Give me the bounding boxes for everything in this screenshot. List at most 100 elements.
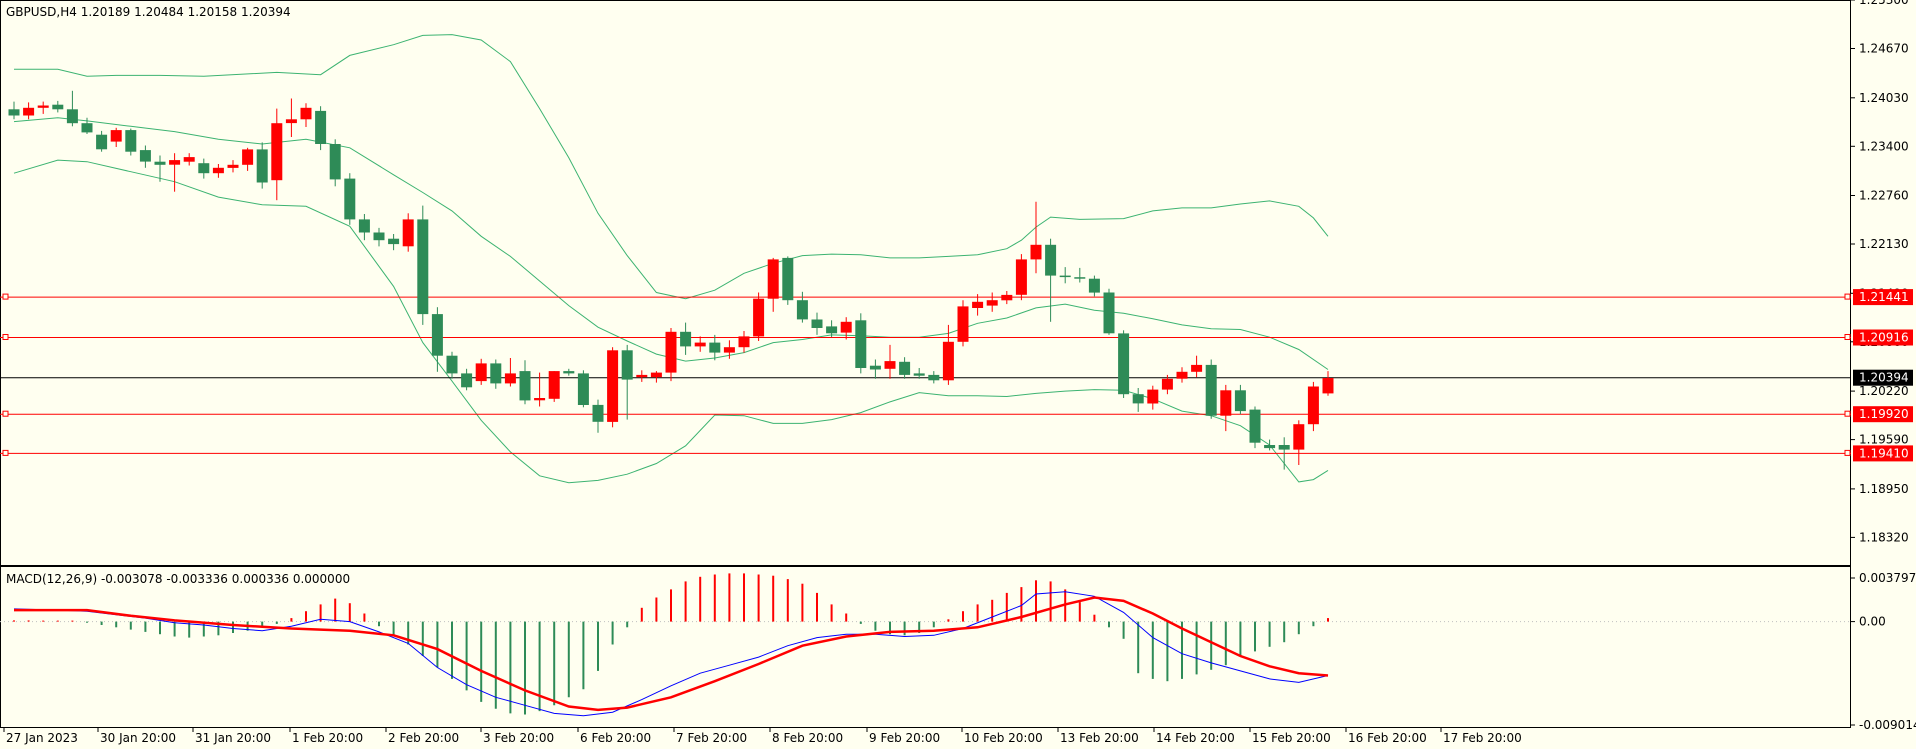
candle-bearish[interactable]: [373, 232, 385, 241]
candle-bullish[interactable]: [738, 336, 750, 348]
candle-bearish[interactable]: [577, 373, 589, 405]
candle-bearish[interactable]: [1205, 364, 1217, 416]
candle-bullish[interactable]: [665, 331, 677, 373]
candle-bearish[interactable]: [796, 300, 808, 320]
candle-bearish[interactable]: [913, 373, 925, 376]
candle-bullish[interactable]: [884, 361, 896, 369]
candle-bearish[interactable]: [1278, 445, 1290, 450]
level-handle-right-2[interactable]: [1844, 410, 1851, 417]
candle-bullish[interactable]: [1147, 389, 1159, 404]
candle-bullish[interactable]: [1322, 378, 1334, 394]
candle-bullish[interactable]: [110, 130, 122, 142]
candle-bearish[interactable]: [1103, 292, 1115, 334]
level-handle-right-0[interactable]: [1844, 293, 1851, 300]
candle-bearish[interactable]: [563, 371, 575, 374]
level-handle-left-0[interactable]: [2, 293, 9, 300]
candle-bearish[interactable]: [869, 365, 881, 370]
candle-bullish[interactable]: [402, 219, 414, 247]
candle-bearish[interactable]: [855, 320, 867, 368]
candle-bullish[interactable]: [1220, 390, 1232, 416]
candle-bearish[interactable]: [139, 150, 151, 162]
candle-bullish[interactable]: [767, 259, 779, 299]
candle-bearish[interactable]: [680, 331, 692, 347]
candle-bearish[interactable]: [1074, 277, 1086, 279]
candle-bullish[interactable]: [986, 300, 998, 306]
candle-bearish[interactable]: [344, 178, 356, 220]
candle-bearish[interactable]: [621, 350, 633, 380]
candle-bullish[interactable]: [1191, 364, 1203, 372]
candle-bullish[interactable]: [753, 298, 765, 337]
candle-bearish[interactable]: [256, 149, 268, 183]
candle-bullish[interactable]: [242, 149, 254, 165]
candle-bullish[interactable]: [475, 363, 487, 382]
candle-bullish[interactable]: [1307, 386, 1319, 425]
candle-bearish[interactable]: [358, 219, 370, 233]
candle-bullish[interactable]: [169, 160, 181, 165]
level-handle-right-1[interactable]: [1844, 334, 1851, 340]
candle-bullish[interactable]: [300, 107, 312, 120]
candle-bullish[interactable]: [1293, 424, 1305, 450]
level-handle-right-3[interactable]: [1844, 449, 1851, 456]
candle-bearish[interactable]: [1045, 244, 1057, 276]
candle-bullish[interactable]: [840, 321, 852, 333]
candle-bearish[interactable]: [329, 144, 341, 180]
candle-bullish[interactable]: [271, 123, 283, 181]
candle-bearish[interactable]: [417, 219, 429, 315]
candle-bullish[interactable]: [183, 157, 195, 162]
candle-bullish[interactable]: [694, 342, 706, 347]
candle-bearish[interactable]: [709, 342, 721, 353]
candle-bearish[interactable]: [811, 319, 823, 329]
candle-bearish[interactable]: [1088, 278, 1100, 293]
horizontal-levels[interactable]: [0, 293, 1851, 456]
candle-bullish[interactable]: [227, 164, 239, 168]
candle-bullish[interactable]: [1176, 371, 1188, 379]
candle-bearish[interactable]: [125, 130, 137, 152]
candle-bearish[interactable]: [1118, 333, 1130, 395]
candle-bullish[interactable]: [1015, 259, 1027, 295]
candle-bullish[interactable]: [972, 301, 984, 308]
candle-bullish[interactable]: [650, 372, 662, 378]
candle-bearish[interactable]: [1059, 275, 1071, 278]
candle-bearish[interactable]: [519, 371, 531, 401]
candle-bearish[interactable]: [66, 109, 78, 124]
candle-bearish[interactable]: [81, 123, 93, 133]
candle-bearish[interactable]: [446, 355, 458, 374]
candle-bearish[interactable]: [1234, 390, 1246, 412]
candle-bearish[interactable]: [198, 163, 210, 174]
candle-bullish[interactable]: [212, 167, 224, 174]
candle-bearish[interactable]: [154, 161, 166, 165]
candle-bearish[interactable]: [1264, 445, 1276, 449]
candle-bearish[interactable]: [782, 257, 794, 301]
candle-bearish[interactable]: [928, 374, 940, 381]
candle-bearish[interactable]: [826, 326, 838, 334]
candle-bullish[interactable]: [534, 398, 546, 401]
level-handle-left-1[interactable]: [2, 334, 9, 340]
candle-bullish[interactable]: [548, 371, 560, 399]
level-handle-left-3[interactable]: [2, 449, 9, 456]
candle-bearish[interactable]: [1132, 394, 1144, 404]
candle-bearish[interactable]: [490, 363, 502, 384]
candle-bullish[interactable]: [23, 107, 35, 116]
candle-bearish[interactable]: [315, 110, 327, 144]
candle-bearish[interactable]: [431, 314, 443, 356]
candle-bullish[interactable]: [1001, 294, 1013, 301]
candle-bullish[interactable]: [636, 374, 648, 378]
candle-bearish[interactable]: [52, 104, 64, 110]
level-handle-left-2[interactable]: [2, 410, 9, 417]
candle-bearish[interactable]: [461, 373, 473, 388]
candle-bullish[interactable]: [957, 306, 969, 342]
candle-bearish[interactable]: [899, 361, 911, 375]
candle-bullish[interactable]: [607, 350, 619, 422]
candle-bearish[interactable]: [592, 404, 604, 422]
macd-indicator[interactable]: [0, 573, 1851, 717]
candle-bearish[interactable]: [8, 109, 20, 116]
candlestick-series[interactable]: [8, 90, 1334, 470]
candle-bullish[interactable]: [942, 341, 954, 381]
candle-bullish[interactable]: [37, 105, 49, 108]
candle-bearish[interactable]: [96, 134, 108, 150]
candle-bullish[interactable]: [285, 119, 297, 124]
candle-bearish[interactable]: [388, 238, 400, 245]
candle-bullish[interactable]: [723, 347, 735, 353]
candle-bearish[interactable]: [1249, 409, 1261, 443]
candle-bullish[interactable]: [504, 373, 516, 384]
